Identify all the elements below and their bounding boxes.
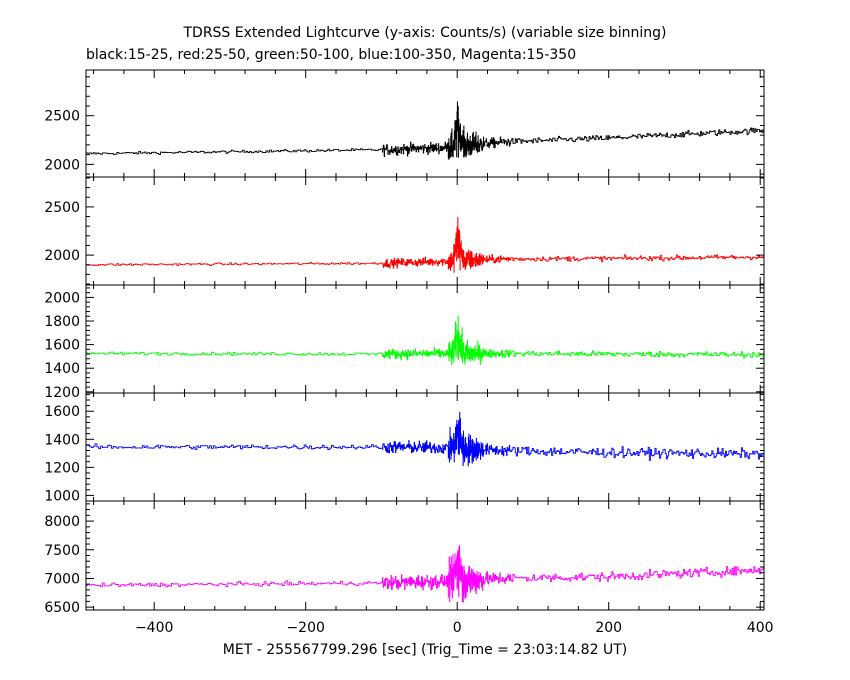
x-tick-label: 0 xyxy=(453,620,462,636)
panel-2: 2000 2500 xyxy=(44,176,765,286)
y-tick-label: 2000 xyxy=(44,248,80,264)
y-tick-label: 1600 xyxy=(44,404,80,420)
y-tick-label: 1000 xyxy=(44,488,80,504)
y-tick-label: 7000 xyxy=(44,571,80,587)
chart-title: TDRSS Extended Lightcurve (y-axis: Count… xyxy=(182,25,666,41)
panel-3: 1200 1400 1600 1800 2000 xyxy=(44,284,765,401)
panels-group: 2000 2500 2000 2500 1200 1400 1600 1800 2000 1000… xyxy=(44,69,765,616)
x-tick-label: −200 xyxy=(286,620,324,636)
x-tick-label: 200 xyxy=(595,620,622,636)
panel-5: 6500 7000 7500 8000 xyxy=(44,500,765,616)
panel-frame xyxy=(85,500,765,611)
y-tick-label: 1400 xyxy=(44,432,80,448)
y-tick-label: 2000 xyxy=(44,290,80,306)
y-tick-label: 1600 xyxy=(44,338,80,354)
panel-1: 2000 2500 xyxy=(44,69,765,178)
panel-frame xyxy=(85,69,765,178)
y-tick-label: 7500 xyxy=(44,543,80,559)
y-tick-label: 6500 xyxy=(44,600,80,616)
y-tick-label: 1400 xyxy=(44,361,80,377)
series-magenta-line xyxy=(86,545,764,603)
series-blue-line xyxy=(86,411,764,467)
series-black-line xyxy=(86,101,764,160)
y-tick-label: 8000 xyxy=(44,514,80,530)
panel-frame xyxy=(85,284,765,394)
y-tick-label: 2500 xyxy=(44,200,80,216)
chart-subtitle: black:15-25, red:25-50, green:50-100, bl… xyxy=(86,47,576,63)
y-tick-label: 1800 xyxy=(44,314,80,330)
panel-frame xyxy=(85,176,765,286)
y-tick-label: 2000 xyxy=(44,157,80,173)
series-red-line xyxy=(86,217,764,273)
y-tick-label: 2500 xyxy=(44,109,80,125)
panel-4: 1000 1200 1400 1600 xyxy=(44,392,765,504)
x-tick-label: 400 xyxy=(747,620,774,636)
x-axis-label: MET - 255567799.296 [sec] (Trig_Time = 2… xyxy=(223,642,627,658)
y-tick-label: 1200 xyxy=(44,385,80,401)
y-tick-label: 1200 xyxy=(44,460,80,476)
x-tick-label: −400 xyxy=(135,620,173,636)
x-tick-labels: −400 −200 0 200 400 xyxy=(135,620,774,636)
series-green-line xyxy=(86,315,764,366)
